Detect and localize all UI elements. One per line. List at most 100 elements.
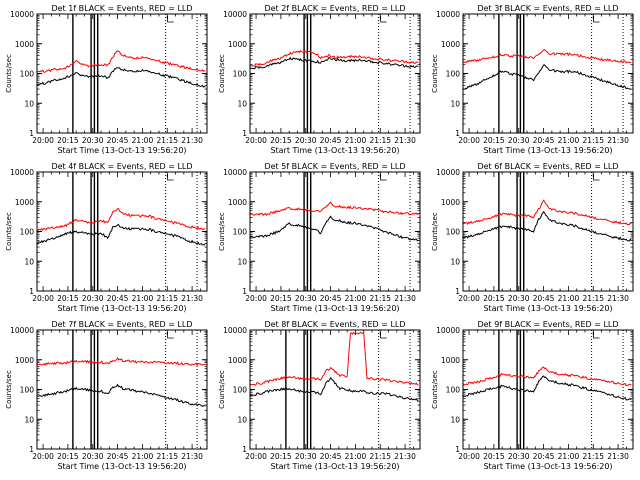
x-tick-label: 21:00 bbox=[558, 452, 580, 461]
x-tick-label: 20:45 bbox=[107, 136, 129, 145]
y-tick-label: 1000 bbox=[15, 356, 34, 365]
x-axis-label: Start Time (13-Oct-13 19:56:20) bbox=[483, 462, 612, 471]
x-tick-label: 21:15 bbox=[582, 294, 604, 303]
x-tick-label: 20:00 bbox=[245, 452, 267, 461]
x-tick-label: 21:00 bbox=[558, 136, 580, 145]
x-axis-label: Start Time (13-Oct-13 19:56:20) bbox=[57, 146, 186, 155]
x-tick-label: 20:00 bbox=[32, 294, 54, 303]
y-tick-label: 1 bbox=[29, 129, 34, 138]
y-tick-label: 10 bbox=[24, 257, 34, 266]
y-axis-label: Counts/sec bbox=[5, 212, 13, 251]
x-tick-label: 20:30 bbox=[508, 452, 530, 461]
lld-series-line bbox=[249, 201, 419, 216]
x-tick-label: 20:15 bbox=[57, 136, 79, 145]
x-axis-label: Start Time (13-Oct-13 19:56:20) bbox=[483, 304, 612, 313]
detector-panel: Det 6f BLACK = Events, RED = LLD 1 10 100 10… bbox=[431, 162, 634, 313]
lld-series-line bbox=[249, 49, 419, 67]
y-tick-label: 100 bbox=[446, 386, 461, 395]
panel-title: Det 4f BLACK = Events, RED = LLD bbox=[51, 162, 192, 171]
x-tick-label: 20:15 bbox=[270, 452, 292, 461]
y-tick-label: 1000 bbox=[228, 198, 247, 207]
detector-panel: Det 1f BLACK = Events, RED = LLD 1 10 100 10… bbox=[5, 4, 208, 155]
y-tick-label: 1000 bbox=[441, 40, 460, 49]
plot-frame bbox=[462, 329, 634, 450]
lld-series-line bbox=[36, 356, 206, 367]
events-series-line bbox=[461, 375, 632, 401]
x-tick-label: 21:15 bbox=[156, 136, 178, 145]
lld-series-line bbox=[462, 199, 632, 226]
plot-frame bbox=[249, 171, 421, 292]
y-tick-label: 10 bbox=[24, 99, 34, 108]
plot-frame bbox=[36, 329, 208, 450]
y-tick-label: 10 bbox=[237, 99, 247, 108]
detector-panel: Det 8f BLACK = Events, RED = LLD 1 10 100 10… bbox=[218, 320, 421, 471]
x-tick-label: 21:15 bbox=[156, 294, 178, 303]
y-tick-label: 10 bbox=[237, 257, 247, 266]
x-tick-label: 20:30 bbox=[295, 452, 317, 461]
x-tick-label: 21:30 bbox=[607, 452, 629, 461]
corner-bracket bbox=[593, 16, 600, 23]
x-tick-label: 21:30 bbox=[607, 136, 629, 145]
y-tick-label: 1000 bbox=[15, 40, 34, 49]
x-tick-label: 21:30 bbox=[394, 294, 416, 303]
y-axis-label: Counts/sec bbox=[431, 212, 439, 251]
y-tick-label: 1000 bbox=[441, 356, 460, 365]
y-tick-label: 1000 bbox=[441, 198, 460, 207]
x-tick-label: 21:30 bbox=[607, 294, 629, 303]
corner-bracket bbox=[167, 332, 174, 339]
y-tick-label: 1 bbox=[29, 445, 34, 454]
y-tick-label: 10000 bbox=[436, 326, 460, 335]
panel-title: Det 2f BLACK = Events, RED = LLD bbox=[264, 4, 405, 13]
panel-title: Det 8f BLACK = Events, RED = LLD bbox=[264, 320, 405, 329]
lld-series-line bbox=[36, 50, 206, 73]
detector-panel: Det 9f BLACK = Events, RED = LLD 1 10 100 10… bbox=[431, 320, 634, 471]
x-tick-label: 21:00 bbox=[132, 136, 154, 145]
x-tick-label: 20:30 bbox=[508, 136, 530, 145]
x-tick-label: 21:15 bbox=[369, 294, 391, 303]
y-tick-label: 1 bbox=[455, 287, 460, 296]
x-tick-label: 20:30 bbox=[508, 294, 530, 303]
y-axis-label: Counts/sec bbox=[218, 54, 226, 93]
x-tick-label: 20:15 bbox=[270, 136, 292, 145]
x-tick-label: 21:30 bbox=[394, 452, 416, 461]
panel-title: Det 1f BLACK = Events, RED = LLD bbox=[51, 4, 192, 13]
y-tick-label: 100 bbox=[20, 386, 35, 395]
x-tick-label: 20:45 bbox=[320, 294, 342, 303]
x-axis-label: Start Time (13-Oct-13 19:56:20) bbox=[57, 304, 186, 313]
plot-frame bbox=[36, 171, 208, 292]
plot-frame bbox=[249, 329, 421, 450]
plot-frame bbox=[462, 171, 634, 292]
x-axis-label: Start Time (13-Oct-13 19:56:20) bbox=[57, 462, 186, 471]
lld-series-line bbox=[462, 49, 632, 64]
events-series-line bbox=[462, 64, 632, 90]
y-tick-label: 10000 bbox=[223, 10, 247, 19]
x-tick-label: 21:30 bbox=[181, 136, 203, 145]
y-tick-label: 10 bbox=[237, 415, 247, 424]
x-axis-label: Start Time (13-Oct-13 19:56:20) bbox=[270, 304, 399, 313]
y-tick-label: 10 bbox=[450, 415, 460, 424]
x-tick-label: 21:30 bbox=[181, 294, 203, 303]
x-tick-label: 21:00 bbox=[345, 136, 367, 145]
y-tick-label: 100 bbox=[233, 228, 248, 237]
panel-title: Det 7f BLACK = Events, RED = LLD bbox=[51, 320, 192, 329]
x-tick-label: 20:00 bbox=[32, 452, 54, 461]
plot-frame bbox=[36, 13, 208, 134]
y-tick-label: 1000 bbox=[228, 356, 247, 365]
panel-title: Det 3f BLACK = Events, RED = LLD bbox=[477, 4, 618, 13]
y-tick-label: 10000 bbox=[10, 326, 34, 335]
x-tick-label: 20:00 bbox=[245, 294, 267, 303]
x-tick-label: 20:30 bbox=[82, 452, 104, 461]
x-tick-label: 20:00 bbox=[245, 136, 267, 145]
lld-series-line bbox=[249, 331, 419, 386]
x-tick-label: 21:15 bbox=[582, 452, 604, 461]
events-series-line bbox=[36, 223, 206, 246]
panel-title: Det 5f BLACK = Events, RED = LLD bbox=[264, 162, 405, 171]
corner-bracket bbox=[167, 16, 174, 23]
y-tick-label: 1 bbox=[455, 445, 460, 454]
lld-series-line bbox=[36, 208, 206, 232]
x-tick-label: 21:30 bbox=[394, 136, 416, 145]
x-tick-label: 20:30 bbox=[295, 136, 317, 145]
x-tick-label: 20:00 bbox=[32, 136, 54, 145]
y-tick-label: 1 bbox=[242, 445, 247, 454]
x-tick-label: 20:00 bbox=[458, 136, 480, 145]
